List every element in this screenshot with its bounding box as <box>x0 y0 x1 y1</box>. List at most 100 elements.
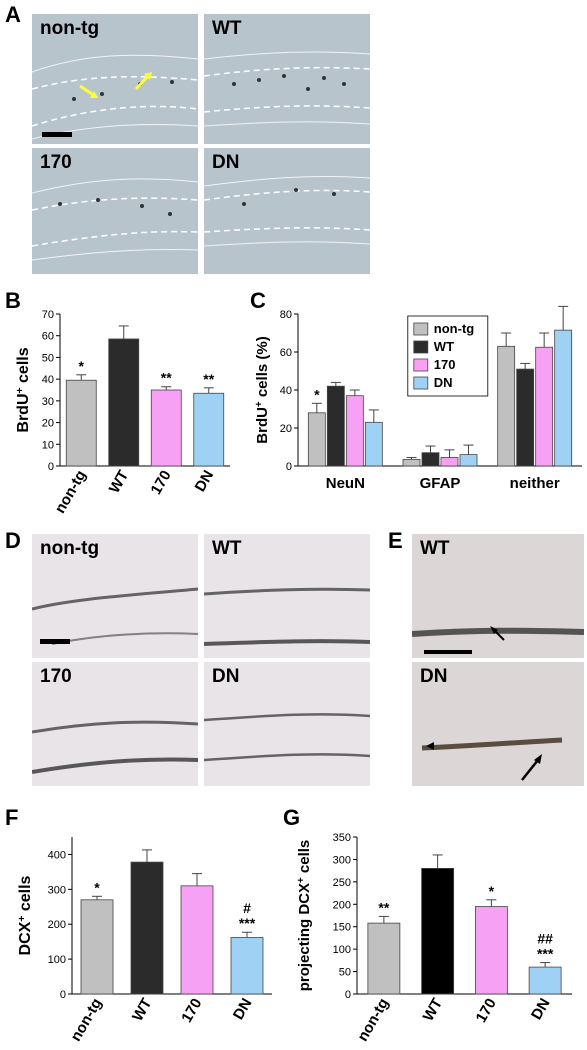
y-tick-label: 40 <box>42 374 54 386</box>
micrograph-label: WT <box>212 18 242 39</box>
bar <box>367 922 401 995</box>
panel-letter-b: B <box>5 288 21 313</box>
category-label: WT <box>129 996 155 1025</box>
y-tick-label: 400 <box>48 849 66 861</box>
category-label: WT <box>106 468 132 497</box>
bar <box>150 389 182 467</box>
micrograph-label: 170 <box>40 666 72 687</box>
bar <box>80 899 114 995</box>
group-label: GFAP <box>420 475 461 492</box>
category-label: non-tg <box>52 468 90 517</box>
bar <box>421 452 440 467</box>
bar <box>459 454 478 467</box>
y-axis-label: BrdU+ cells <box>15 347 33 432</box>
legend-label: DN <box>434 375 453 390</box>
micrograph-label: 170 <box>40 152 72 173</box>
y-tick-label: 40 <box>280 385 292 397</box>
bar <box>345 395 364 467</box>
significance-label: * <box>489 883 495 899</box>
dentate-gyrus-outline <box>32 54 198 140</box>
micrograph-d-non-tg: non-tg <box>32 534 198 658</box>
dentate-gyrus-outline <box>32 178 198 261</box>
panel-letter-a: A <box>5 2 21 27</box>
significance-label: *** <box>239 915 256 931</box>
y-tick-label: 200 <box>333 899 351 911</box>
group-label: NeuN <box>326 475 365 492</box>
legend-swatch <box>413 322 429 336</box>
bar <box>516 368 535 467</box>
category-label: DN <box>230 996 256 1023</box>
significance-label: ## <box>537 931 553 947</box>
panel-letter-d: D <box>5 528 21 553</box>
micrograph-label: DN <box>420 666 448 687</box>
significance-label: *** <box>537 946 554 962</box>
y-tick-label: 50 <box>339 967 351 979</box>
significance-label: ** <box>203 371 214 387</box>
dcx-stain <box>204 587 370 646</box>
bar <box>364 421 383 467</box>
y-tick-label: 20 <box>280 423 292 435</box>
y-tick-label: 0 <box>48 461 54 473</box>
y-tick-label: 350 <box>333 832 351 844</box>
legend-label: 170 <box>434 357 456 372</box>
bar <box>528 966 562 995</box>
category-label: WT <box>420 996 446 1025</box>
category-label: 170 <box>473 996 500 1026</box>
category-label: DN <box>192 468 218 495</box>
y-tick-label: 0 <box>286 461 292 473</box>
significance-label: ** <box>378 899 389 915</box>
micrograph-a-dn: DN <box>204 148 370 274</box>
micrograph-label: DN <box>212 152 240 173</box>
y-axis-label: BrdU+ cells (%) <box>254 336 272 443</box>
y-tick-label: 100 <box>48 954 66 966</box>
y-tick-label: 100 <box>333 944 351 956</box>
category-label: 170 <box>178 996 205 1026</box>
significance-label: * <box>94 879 100 895</box>
micrograph-d-170: 170 <box>32 662 198 786</box>
dcx-stain <box>32 587 198 645</box>
dcx-stain <box>421 737 563 781</box>
micrograph-label: WT <box>212 538 242 559</box>
y-tick-label: 30 <box>42 396 54 408</box>
y-tick-label: 20 <box>42 418 54 430</box>
chart-c: 0 20 40 60 80 BrdU+ cells (%) * NeuN GFAP neither… <box>254 305 582 492</box>
group-label: neither <box>510 475 560 492</box>
y-axis-label: DCX+ cells <box>17 875 35 955</box>
panel-letter-f: F <box>5 805 19 830</box>
bar <box>440 457 459 467</box>
micrograph-a-wt: WT <box>204 14 370 144</box>
y-axis-label: projecting DCX+ cells <box>296 840 314 992</box>
chart-g: 0 50 100 150 200 250 300 350 projecting DCX+ cel… <box>296 832 572 1044</box>
dcx-stain <box>32 720 198 774</box>
chart-f: 0 100 200 300 400 DCX+ cells * non-tg WT 170 ***# D… <box>17 837 272 1044</box>
y-tick-label: 70 <box>42 309 54 321</box>
chart-b: 0 10 20 30 40 50 60 70 BrdU+ cells * non-tg WT ** 170… <box>15 309 230 517</box>
bar <box>65 379 97 467</box>
legend-swatch <box>413 340 429 354</box>
bar <box>193 392 225 467</box>
y-tick-label: 200 <box>48 919 66 931</box>
bar <box>554 329 573 467</box>
bar <box>307 412 326 467</box>
micrograph-a-170: 170 <box>32 148 198 274</box>
dentate-gyrus-outline <box>204 51 370 127</box>
micrograph-label: non-tg <box>40 538 100 559</box>
y-tick-label: 0 <box>345 989 351 1001</box>
micrograph-d-dn: DN <box>204 662 370 786</box>
bar <box>180 885 214 995</box>
dcx-stain <box>412 626 584 654</box>
panel-letter-g: G <box>283 805 301 830</box>
bar <box>402 458 421 467</box>
y-tick-label: 300 <box>48 884 66 896</box>
micrograph-label: DN <box>212 666 240 687</box>
bar <box>108 338 140 467</box>
bar <box>535 346 554 467</box>
y-tick-label: 60 <box>42 331 54 343</box>
y-tick-label: 250 <box>333 877 351 889</box>
bar <box>421 868 455 995</box>
bar <box>230 937 264 995</box>
bar <box>130 861 164 995</box>
micrograph-a-non-tg: non-tg <box>32 14 198 144</box>
category-label: DN <box>528 996 554 1023</box>
significance-label: * <box>314 386 320 402</box>
